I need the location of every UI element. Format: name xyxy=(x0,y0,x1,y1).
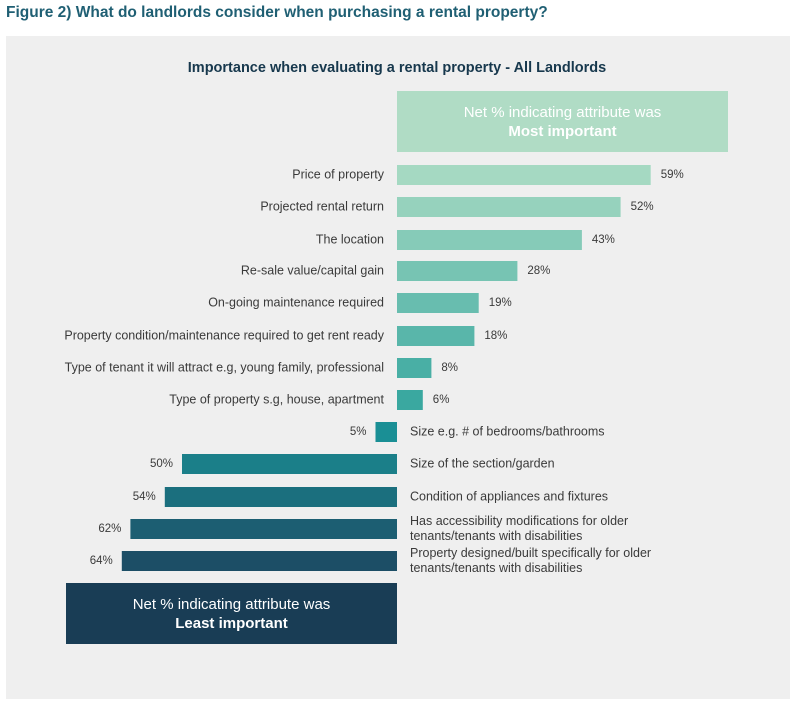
bar-6 xyxy=(397,326,475,346)
value-label-2: 52% xyxy=(631,201,654,213)
bar-7 xyxy=(397,358,432,378)
chart-title: Importance when evaluating a rental prop… xyxy=(187,60,607,76)
category-label-8: Type of property s.g, house, apartment xyxy=(169,392,384,406)
category-label-9: Size e.g. # of bedrooms/bathrooms xyxy=(410,424,605,438)
figure-title: Figure 2) What do landlords consider whe… xyxy=(6,4,548,21)
legend-most-line1: Net % indicating attribute was xyxy=(463,103,662,121)
legend-most-important: Net % indicating attribute was Most impo… xyxy=(397,91,728,152)
legend-least-line1: Net % indicating attribute was xyxy=(132,595,331,613)
legend-most-line2: Most important xyxy=(508,122,617,140)
legend-least-line2: Least important xyxy=(175,614,288,632)
bar-12 xyxy=(130,519,397,539)
bar-10 xyxy=(182,454,397,474)
bar-1 xyxy=(397,165,651,185)
bar-13 xyxy=(121,551,398,571)
category-label-12: Has accessibility modifications for olde… xyxy=(410,514,628,543)
category-label-10: Size of the section/garden xyxy=(410,456,555,470)
value-label-5: 19% xyxy=(489,297,512,309)
category-label-5: On-going maintenance required xyxy=(208,295,384,309)
value-label-12: 62% xyxy=(98,523,121,535)
category-label-2: Projected rental return xyxy=(260,199,384,213)
value-label-13: 64% xyxy=(90,555,113,567)
bar-5 xyxy=(397,293,479,313)
value-label-8: 6% xyxy=(433,394,450,406)
category-label-7: Type of tenant it will attract e.g, youn… xyxy=(65,360,384,374)
bar-9 xyxy=(375,422,397,442)
category-label-3: The location xyxy=(316,232,384,246)
value-label-11: 54% xyxy=(133,491,156,503)
value-label-9: 5% xyxy=(350,426,367,438)
bar-4 xyxy=(397,261,518,281)
bar-8 xyxy=(397,390,423,410)
category-label-4: Re-sale value/capital gain xyxy=(241,263,384,277)
category-label-6: Property condition/maintenance required … xyxy=(64,328,384,342)
bar-2 xyxy=(397,197,621,217)
value-label-6: 18% xyxy=(484,330,507,342)
value-label-7: 8% xyxy=(441,362,458,374)
category-label-13: Property designed/built specifically for… xyxy=(410,546,651,575)
category-label-11: Condition of appliances and fixtures xyxy=(410,489,608,503)
value-label-10: 50% xyxy=(150,458,173,470)
bar-11 xyxy=(164,487,397,507)
value-label-4: 28% xyxy=(527,265,550,277)
category-label-1: Price of property xyxy=(292,167,384,181)
legend-least-important: Net % indicating attribute was Least imp… xyxy=(66,583,397,644)
value-label-1: 59% xyxy=(661,169,684,181)
value-label-3: 43% xyxy=(592,234,615,246)
bar-3 xyxy=(397,230,582,250)
